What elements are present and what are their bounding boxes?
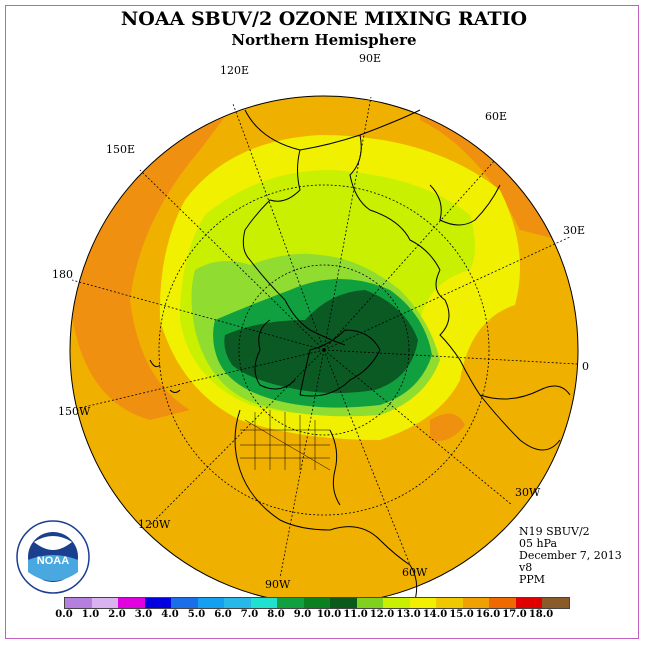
info-block: N19 SBUV/2 05 hPa December 7, 2013 v8 PP… [519, 526, 622, 586]
colorbar-tick-label: 1.0 [81, 609, 100, 620]
colorbar-swatch [197, 598, 224, 608]
lon-label-150w: 150W [58, 405, 91, 418]
lon-label-60w: 60W [402, 566, 428, 579]
colorbar-swatch [409, 598, 436, 608]
us-states [240, 410, 331, 471]
version-label: v8 [519, 561, 533, 574]
colorbar-swatch [277, 598, 304, 608]
colorbar-tick-label: 12.0 [369, 609, 395, 620]
colorbar [64, 597, 570, 609]
colorbar-tick-label: 10.0 [316, 609, 342, 620]
map-subtitle: Northern Hemisphere [231, 31, 417, 49]
graticule [71, 96, 578, 579]
field-orange-atlantic [430, 413, 465, 441]
lon-label-120e: 120E [220, 64, 250, 77]
colorbar-swatch [515, 598, 542, 608]
colorbar-swatch [171, 598, 198, 608]
colorbar-tick-label: 2.0 [108, 609, 126, 620]
colorbar-tick-label: 5.0 [187, 609, 206, 620]
pressure-level-label: 05 hPa [519, 537, 558, 550]
lon-label-150e: 150E [106, 143, 136, 156]
colorbar-swatch [144, 598, 171, 608]
colorbar-swatch [330, 598, 357, 608]
date-label: December 7, 2013 [519, 549, 622, 562]
colorbar-tick-label: 17.0 [502, 609, 527, 620]
colorbar-tick-label: 9.0 [293, 609, 312, 620]
colorbar-swatch [118, 598, 145, 608]
satellite-label: N19 SBUV/2 [519, 525, 590, 538]
colorbar-tick-label: 14.0 [422, 609, 448, 620]
lon-label-90e: 90E [359, 52, 382, 65]
field-orange-ne [420, 110, 560, 240]
lon-label-30e: 30E [563, 224, 586, 237]
noaa-logo: NOAA [16, 520, 90, 594]
lon-label-120w: 120W [138, 518, 171, 531]
colorbar-swatch [224, 598, 251, 608]
colorbar-tick-labels: 0.0 1.0 2.0 3.0 4.0 5.0 6.0 7.0 8.0 9.0 10.0 11.0 12… [0, 609, 648, 623]
colorbar-swatch [489, 598, 516, 608]
colorbar-swatch [91, 598, 118, 608]
colorbar-swatch [303, 598, 330, 608]
logo-text: NOAA [37, 555, 69, 567]
colorbar-tick-label: 6.0 [214, 609, 232, 620]
colorbar-swatch [462, 598, 489, 608]
colorbar-tick-label: 18.0 [528, 609, 554, 620]
lon-label-90w: 90W [265, 578, 291, 591]
map-title: NOAA SBUV/2 OZONE MIXING RATIO [120, 8, 528, 30]
colorbar-tick-label: 15.0 [449, 609, 474, 620]
lon-label-0: 0 [582, 360, 589, 373]
colorbar-swatch [356, 598, 383, 608]
colorbar-tick-label: 16.0 [475, 609, 501, 620]
colorbar-swatch [383, 598, 410, 608]
units-label: PPM [519, 573, 546, 586]
colorbar-tick-label: 0.0 [55, 609, 73, 620]
colorbar-tick-label: 3.0 [134, 609, 153, 620]
lon-label-180: 180 [52, 268, 73, 281]
colorbar-tick-label: 11.0 [343, 609, 368, 620]
colorbar-swatch [436, 598, 463, 608]
colorbar-tick-label: 8.0 [267, 609, 285, 620]
coastlines [149, 109, 571, 601]
figure-frame [5, 5, 639, 639]
lon-label-60e: 60E [485, 110, 508, 123]
colorbar-swatch [542, 598, 569, 608]
colorbar-tick-label: 4.0 [161, 609, 179, 620]
lon-label-30w: 30W [515, 486, 541, 499]
colorbar-swatch [250, 598, 277, 608]
colorbar-tick-label: 7.0 [240, 609, 259, 620]
colorbar-tick-label: 13.0 [396, 609, 421, 620]
colorbar-swatch [65, 598, 92, 608]
